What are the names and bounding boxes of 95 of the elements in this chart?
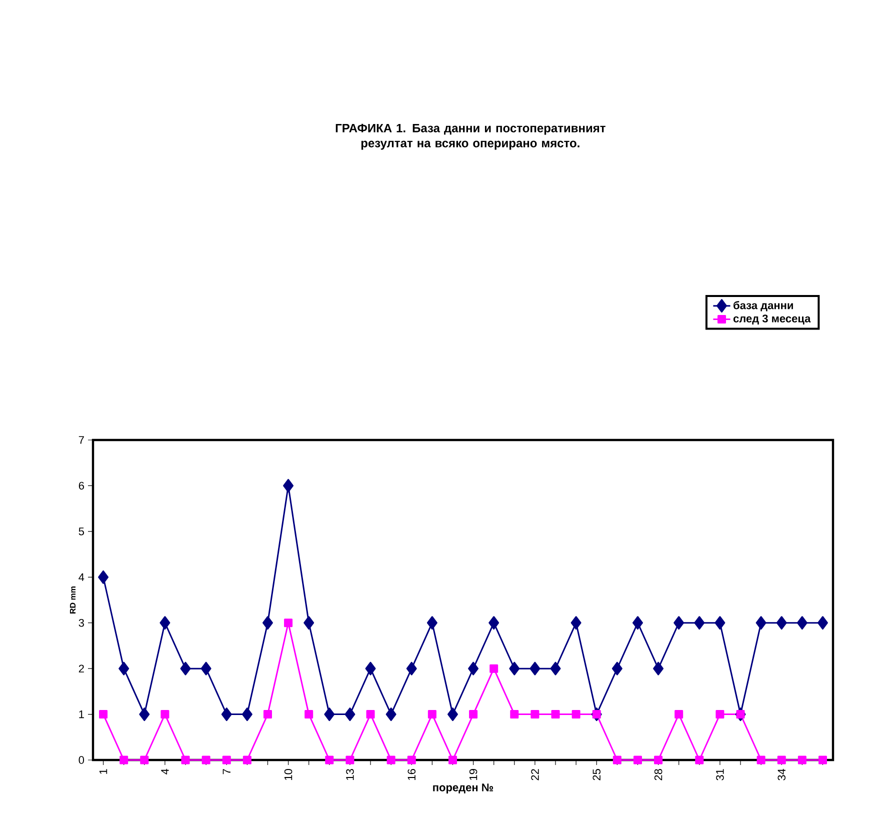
point bbox=[386, 708, 396, 722]
point bbox=[530, 662, 540, 676]
point bbox=[695, 756, 704, 764]
x-tick-label: 1 bbox=[100, 769, 108, 774]
point bbox=[674, 710, 684, 719]
x-tick-label: 22 bbox=[531, 769, 539, 780]
point bbox=[365, 662, 376, 676]
point bbox=[242, 708, 252, 722]
point bbox=[468, 662, 479, 676]
point bbox=[180, 662, 191, 676]
point bbox=[653, 662, 664, 676]
point bbox=[139, 708, 150, 722]
point bbox=[716, 710, 724, 719]
point bbox=[592, 710, 601, 719]
x-tick-label: 4 bbox=[161, 768, 169, 774]
point bbox=[200, 662, 212, 676]
point bbox=[654, 756, 663, 764]
legend-label: база данни bbox=[734, 301, 793, 312]
point bbox=[694, 616, 705, 630]
point bbox=[572, 710, 580, 719]
point bbox=[756, 756, 766, 764]
y-tick-label: 6 bbox=[78, 482, 84, 490]
point bbox=[817, 616, 828, 630]
point bbox=[120, 756, 128, 764]
point bbox=[118, 662, 130, 676]
point bbox=[796, 616, 808, 630]
y-tick-label: 4 bbox=[78, 573, 84, 581]
point bbox=[756, 616, 766, 630]
point bbox=[488, 616, 500, 630]
point bbox=[818, 756, 827, 764]
point bbox=[160, 616, 170, 630]
legend-label: след 3 месеца bbox=[733, 314, 811, 324]
y-tick-label: 7 bbox=[78, 436, 84, 444]
point bbox=[344, 708, 356, 722]
point bbox=[714, 616, 726, 630]
point bbox=[777, 756, 786, 764]
point bbox=[530, 710, 540, 719]
y-tick-label: 5 bbox=[78, 528, 84, 536]
point bbox=[221, 708, 232, 722]
point bbox=[448, 756, 457, 764]
x-axis-title: пореден № bbox=[433, 784, 494, 794]
x-tick-label: 10 bbox=[284, 768, 292, 780]
x-tick-label: 19 bbox=[469, 769, 478, 780]
point bbox=[325, 756, 334, 764]
point bbox=[324, 708, 335, 722]
x-tick-label: 7 bbox=[222, 769, 230, 774]
point bbox=[674, 616, 684, 630]
point bbox=[160, 710, 170, 719]
x-tick-label: 13 bbox=[346, 769, 354, 780]
y-tick-label: 0 bbox=[78, 756, 84, 764]
point bbox=[346, 756, 354, 764]
point bbox=[283, 478, 294, 492]
y-tick-label: 2 bbox=[78, 664, 84, 672]
point bbox=[633, 756, 642, 764]
point bbox=[798, 756, 806, 764]
x-tick-label: 25 bbox=[592, 769, 601, 780]
chart-title: ГРАФИКА 1. База данни и постоперативният резултат на всяко оперирано място. bbox=[336, 124, 606, 150]
point bbox=[426, 616, 438, 630]
point bbox=[776, 616, 787, 630]
point bbox=[510, 710, 519, 719]
point bbox=[612, 662, 622, 676]
point bbox=[407, 756, 416, 764]
point bbox=[551, 710, 560, 719]
point bbox=[550, 662, 561, 676]
point bbox=[284, 618, 293, 628]
point bbox=[140, 756, 149, 764]
x-tick-label: 28 bbox=[654, 769, 662, 780]
point bbox=[262, 616, 273, 630]
point bbox=[428, 710, 436, 719]
y-axis-title: RD mm bbox=[70, 586, 76, 614]
x-tick-label: 31 bbox=[716, 769, 724, 780]
point bbox=[386, 756, 396, 764]
point bbox=[570, 616, 582, 630]
point bbox=[447, 708, 458, 722]
point bbox=[509, 662, 520, 676]
point bbox=[406, 662, 417, 676]
x-tick-label: 16 bbox=[408, 769, 416, 780]
y-tick-label: 1 bbox=[79, 710, 84, 718]
point bbox=[632, 616, 643, 630]
point bbox=[202, 756, 210, 764]
point bbox=[612, 756, 622, 764]
point bbox=[181, 756, 190, 764]
point bbox=[98, 570, 109, 584]
point bbox=[736, 710, 745, 719]
point bbox=[222, 756, 231, 764]
point bbox=[242, 756, 252, 764]
point bbox=[263, 710, 272, 719]
point bbox=[99, 710, 108, 719]
point bbox=[366, 710, 375, 719]
point bbox=[469, 710, 478, 719]
point bbox=[304, 616, 314, 630]
point bbox=[304, 710, 314, 719]
point bbox=[490, 664, 498, 673]
x-tick-label: 34 bbox=[778, 768, 786, 780]
y-tick-label: 3 bbox=[78, 618, 84, 627]
